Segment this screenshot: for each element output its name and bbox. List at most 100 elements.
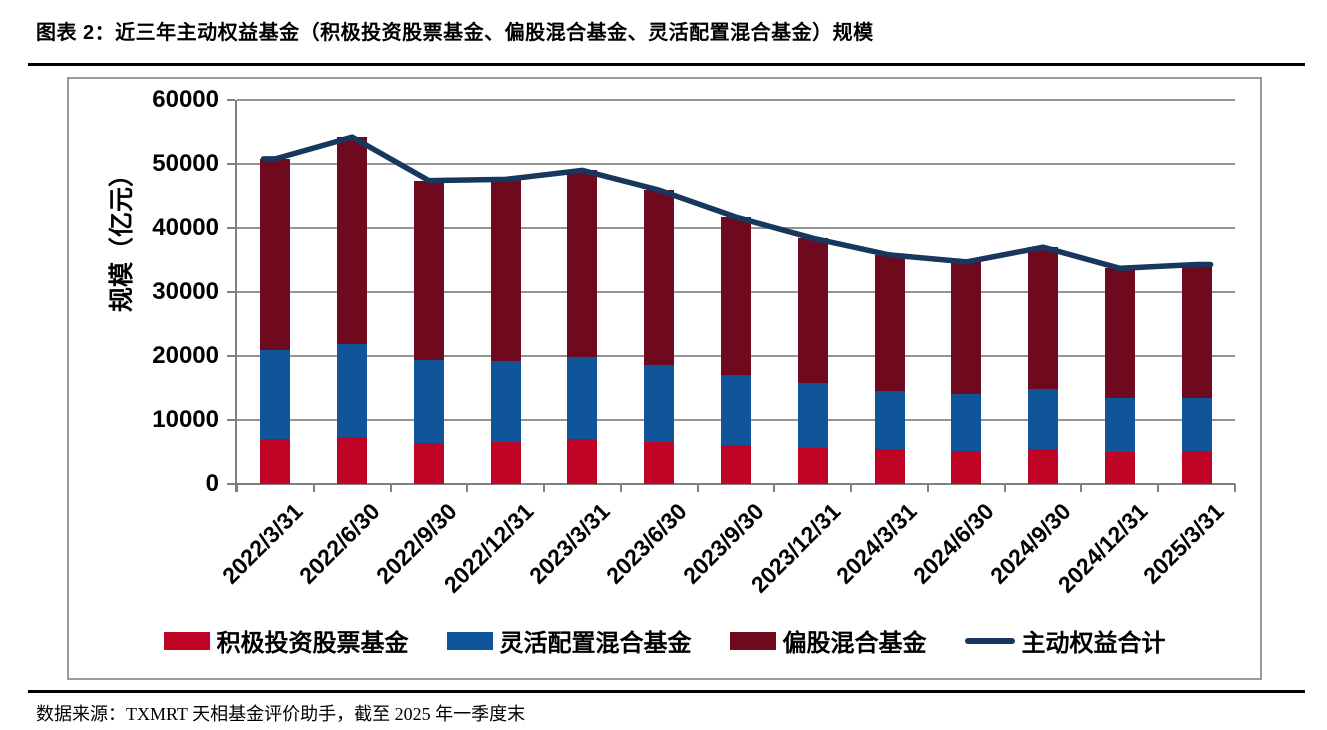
legend-color-swatch: [163, 631, 210, 650]
x-tick-label-text: 2025/3/31: [1138, 498, 1229, 589]
bar-segment: [644, 190, 675, 365]
x-tick-label-text: 2023/3/31: [524, 498, 615, 589]
legend-color-swatch: [729, 631, 776, 650]
bar-segment: [721, 444, 751, 484]
bar-segment: [1028, 388, 1059, 449]
y-axis-tick: [227, 483, 235, 485]
gridline: [237, 163, 1235, 165]
x-axis-tick: [466, 484, 469, 492]
y-tick-label: 30000: [152, 278, 219, 305]
bar-segment: [874, 449, 905, 484]
bar-segment: [1104, 268, 1135, 398]
legend-color-swatch: [446, 631, 493, 650]
x-tick-label-text: 2022/3/31: [217, 498, 308, 589]
legend-label: 积极投资股票基金: [216, 630, 409, 657]
bar-segment: [951, 450, 982, 484]
title-divider: [28, 63, 1305, 66]
x-tick-label-text: 2024/6/30: [907, 498, 999, 589]
bar-segment: [490, 179, 521, 362]
bar-segment: [260, 158, 291, 350]
y-tick-label: 40000: [152, 214, 219, 241]
bar-segment: [413, 180, 444, 360]
figure-title: 图表 2：近三年主动权益基金（积极投资股票基金、偏股混合基金、灵活配置混合基金）…: [36, 22, 874, 44]
x-axis-tick: [696, 484, 699, 492]
y-tick-label: 0: [205, 470, 219, 497]
x-axis-tick: [312, 484, 315, 492]
bar-segment: [1104, 397, 1135, 452]
bar-segment: [721, 375, 751, 445]
legend-label: 偏股混合基金: [782, 630, 927, 657]
y-tick-label: 60000: [152, 86, 219, 113]
bar-segment: [1181, 398, 1212, 451]
footer-divider: [28, 690, 1305, 693]
bar-segment: [1181, 264, 1212, 399]
bar-segment: [1181, 450, 1212, 484]
y-tick-label: 20000: [152, 342, 219, 369]
bar-segment: [797, 447, 828, 484]
bar-segment: [721, 217, 751, 376]
legend-item: 灵活配置混合基金: [446, 623, 692, 658]
total-line: [260, 134, 1214, 272]
bar-segment: [490, 441, 521, 484]
bar-segment: [644, 441, 675, 484]
y-axis-tick: [227, 163, 235, 165]
bar-segment: [1104, 452, 1135, 484]
legend-label: 主动权益合计: [1021, 630, 1166, 657]
y-axis-tick: [227, 99, 235, 101]
x-axis-tick: [236, 484, 238, 492]
y-axis: [235, 100, 237, 492]
bar-segment: [337, 343, 368, 438]
x-axis-tick: [1234, 484, 1236, 492]
x-axis-tick: [926, 484, 929, 492]
x-tick-label-text: 2023/6/30: [600, 498, 692, 589]
x-axis-tick: [850, 484, 853, 492]
y-axis-tick: [227, 355, 235, 357]
y-axis-tick: [227, 291, 235, 293]
bar-segment: [1028, 448, 1059, 484]
x-axis-tick: [773, 484, 776, 492]
y-tick-label: 10000: [152, 406, 219, 433]
x-axis: [237, 483, 1235, 485]
bar-segment: [413, 359, 444, 444]
x-axis-tick: [389, 484, 392, 492]
legend-label: 灵活配置混合基金: [499, 630, 692, 657]
x-tick-label-text: 2024/3/31: [831, 498, 922, 589]
chart-legend: 积极投资股票基金 灵活配置混合基金 偏股混合基金 主动权益合计: [69, 623, 1260, 658]
x-axis-tick: [543, 484, 546, 492]
legend-item: 积极投资股票基金: [163, 623, 409, 658]
y-axis-tick: [227, 419, 235, 421]
plot-area: 0 10000 20000 30000 40000 50000 60000: [152, 87, 1236, 497]
bar-segment: [337, 437, 368, 484]
bar-segment: [797, 238, 828, 383]
bar-segment: [1028, 247, 1059, 389]
bar-segment: [413, 443, 444, 484]
y-axis-title: 规模（亿元）: [108, 161, 136, 312]
bar-segment: [567, 357, 598, 440]
data-source-note: 数据来源：TXMRT 天相基金评价助手，截至 2025 年一季度末: [36, 704, 526, 724]
y-tick-label: 50000: [152, 150, 219, 177]
x-axis-tick: [619, 484, 622, 492]
bar-segment: [490, 361, 521, 442]
bar-segment: [874, 254, 905, 391]
y-axis-tick: [227, 227, 235, 229]
x-axis-tick: [1003, 484, 1006, 492]
bar-segment: [951, 394, 982, 451]
bar-segment: [951, 261, 982, 395]
x-tick-label-text: 2022/6/30: [293, 498, 385, 589]
x-axis-tick: [1080, 484, 1083, 492]
legend-item: 主动权益合计: [964, 623, 1166, 658]
x-axis-tick: [1157, 484, 1160, 492]
bar-segment: [567, 439, 598, 484]
bar-segment: [797, 382, 828, 448]
bar-segment: [644, 364, 675, 442]
legend-item: 偏股混合基金: [729, 623, 927, 658]
bar-segment: [567, 170, 598, 358]
gridline: [237, 99, 1235, 101]
chart-frame: 规模（亿元） 0 10000 20000 30000 40000 50000 60000 2…: [67, 77, 1262, 680]
bar-segment: [337, 137, 368, 344]
bar-segment: [260, 439, 291, 484]
legend-line-swatch: [964, 637, 1015, 644]
bar-segment: [874, 390, 905, 450]
bar-segment: [260, 349, 291, 440]
